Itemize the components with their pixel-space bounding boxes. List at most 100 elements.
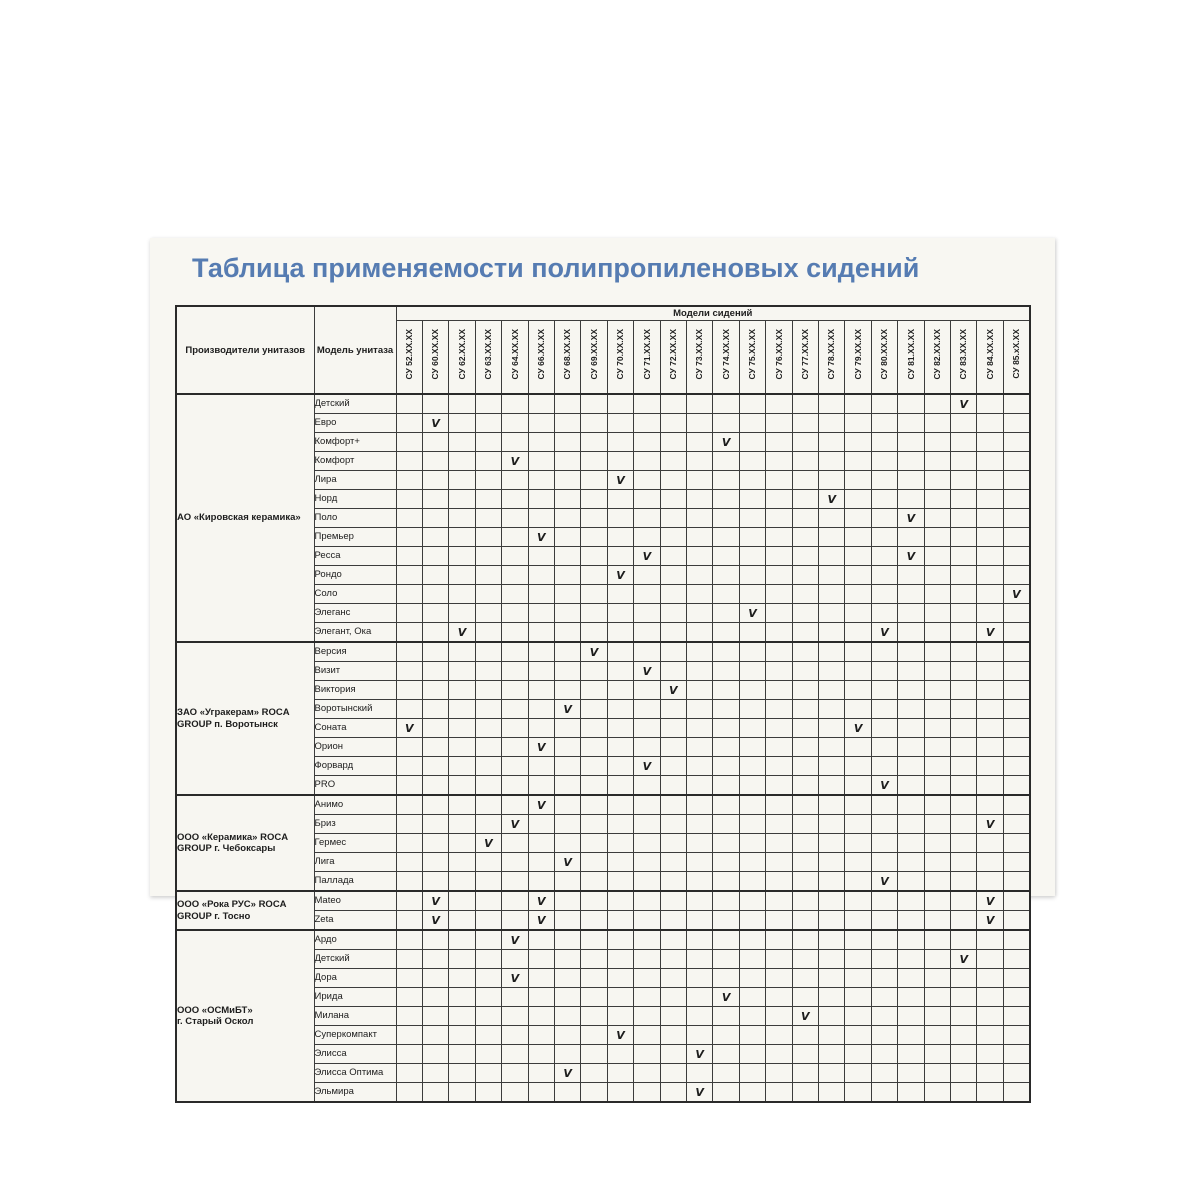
compatibility-cell — [606, 699, 635, 719]
compatibility-cell — [501, 527, 529, 547]
compatibility-cell — [580, 814, 608, 834]
compatibility-cell — [870, 890, 899, 911]
compatibility-cell — [791, 775, 820, 796]
compatibility-cell — [580, 508, 608, 528]
check-mark: V — [721, 436, 731, 449]
compatibility-cell — [474, 871, 503, 892]
compatibility-cell — [844, 470, 872, 490]
seat-model-header-cell: СУ 75.XX.XX — [738, 319, 767, 395]
seat-model-label: СУ 81.XX.XX — [905, 328, 916, 380]
compatibility-cell — [976, 546, 1004, 566]
compatibility-cell — [844, 775, 872, 796]
compatibility-cell — [685, 737, 714, 757]
compatibility-cell — [765, 527, 793, 547]
check-mark: V — [431, 914, 440, 927]
seat-model-header-cell: СУ 73.XX.XX — [685, 319, 714, 395]
toilet-model-cell: Ардо — [313, 929, 397, 950]
compatibility-cell — [897, 852, 925, 872]
compatibility-cell — [685, 929, 714, 950]
compatibility-cell — [791, 910, 820, 931]
compatibility-cell — [395, 929, 423, 950]
compatibility-cell — [474, 794, 503, 815]
compatibility-cell — [897, 890, 925, 911]
compatibility-cell — [448, 871, 476, 892]
compatibility-cell — [791, 756, 820, 776]
compatibility-cell — [870, 968, 899, 988]
compatibility-cell — [474, 1025, 503, 1045]
compatibility-cell — [474, 508, 503, 528]
compatibility-cell: V — [501, 968, 529, 988]
compatibility-cell — [527, 641, 555, 662]
seat-model-label: СУ 69.XX.XX — [588, 328, 599, 380]
compatibility-cell — [448, 641, 476, 662]
compatibility-cell — [870, 756, 899, 776]
compatibility-cell — [474, 1044, 503, 1064]
compatibility-cell — [765, 470, 793, 490]
compatibility-cell — [817, 661, 846, 681]
compatibility-cell — [659, 527, 687, 547]
compatibility-cell — [791, 1044, 820, 1064]
compatibility-cell — [553, 794, 582, 815]
compatibility-cell — [791, 565, 820, 585]
compatibility-cell — [844, 1025, 872, 1045]
compatibility-cell — [527, 852, 555, 872]
compatibility-cell — [685, 699, 714, 719]
header-row-top: Производители унитазов Модель унитаза Мо… — [175, 305, 1031, 395]
compatibility-cell — [950, 833, 978, 853]
compatibility-cell — [606, 794, 635, 815]
compatibility-cell — [685, 393, 714, 414]
compatibility-cell: V — [501, 814, 529, 834]
compatibility-cell: V — [950, 949, 978, 969]
compatibility-cell: V — [712, 432, 740, 452]
compatibility-cell — [817, 699, 846, 719]
compatibility-cell — [685, 890, 714, 911]
compatibility-cell — [870, 432, 899, 452]
compatibility-cell — [923, 852, 952, 872]
compatibility-cell — [923, 756, 952, 776]
compatibility-cell — [976, 968, 1004, 988]
compatibility-cell — [791, 413, 820, 433]
compatibility-cell — [1002, 737, 1031, 757]
compatibility-cell — [421, 1025, 450, 1045]
compatibility-cell — [606, 451, 635, 471]
compatibility-cell — [712, 1044, 740, 1064]
compatibility-cell — [606, 680, 635, 700]
compatibility-cell — [474, 489, 503, 509]
compatibility-cell — [395, 661, 423, 681]
toilet-model-cell: Суперкомпакт — [313, 1025, 397, 1045]
compatibility-cell — [765, 756, 793, 776]
compatibility-cell — [844, 1063, 872, 1083]
compatibility-cell — [395, 987, 423, 1007]
compatibility-cell — [580, 910, 608, 931]
compatibility-cell: V — [738, 603, 767, 623]
compatibility-cell — [448, 718, 476, 738]
compatibility-cell — [712, 470, 740, 490]
compatibility-cell — [659, 699, 687, 719]
compatibility-cell: V — [527, 890, 555, 911]
compatibility-cell — [421, 814, 450, 834]
compatibility-cell — [817, 929, 846, 950]
compatibility-cell — [501, 470, 529, 490]
manufacturer-cell: ООО «Рока РУС» ROCA GROUP г. Тосно — [175, 890, 315, 931]
compatibility-cell — [448, 794, 476, 815]
seat-model-label: СУ 70.XX.XX — [615, 328, 626, 380]
compatibility-cell — [1002, 1025, 1031, 1045]
compatibility-cell — [580, 432, 608, 452]
compatibility-cell — [897, 1044, 925, 1064]
compatibility-cell — [950, 641, 978, 662]
compatibility-cell — [817, 890, 846, 911]
compatibility-cell — [395, 508, 423, 528]
compatibility-cell: V — [897, 546, 925, 566]
check-mark: V — [642, 665, 652, 678]
compatibility-cell — [633, 641, 661, 662]
compatibility-cell — [421, 852, 450, 872]
compatibility-cell — [738, 622, 767, 643]
compatibility-cell — [870, 1044, 899, 1064]
compatibility-cell — [923, 1025, 952, 1045]
compatibility-cell — [474, 470, 503, 490]
compatibility-cell — [1002, 814, 1031, 834]
compatibility-cell — [738, 470, 767, 490]
compatibility-cell — [395, 451, 423, 471]
check-mark: V — [880, 626, 889, 639]
compatibility-cell — [527, 413, 555, 433]
